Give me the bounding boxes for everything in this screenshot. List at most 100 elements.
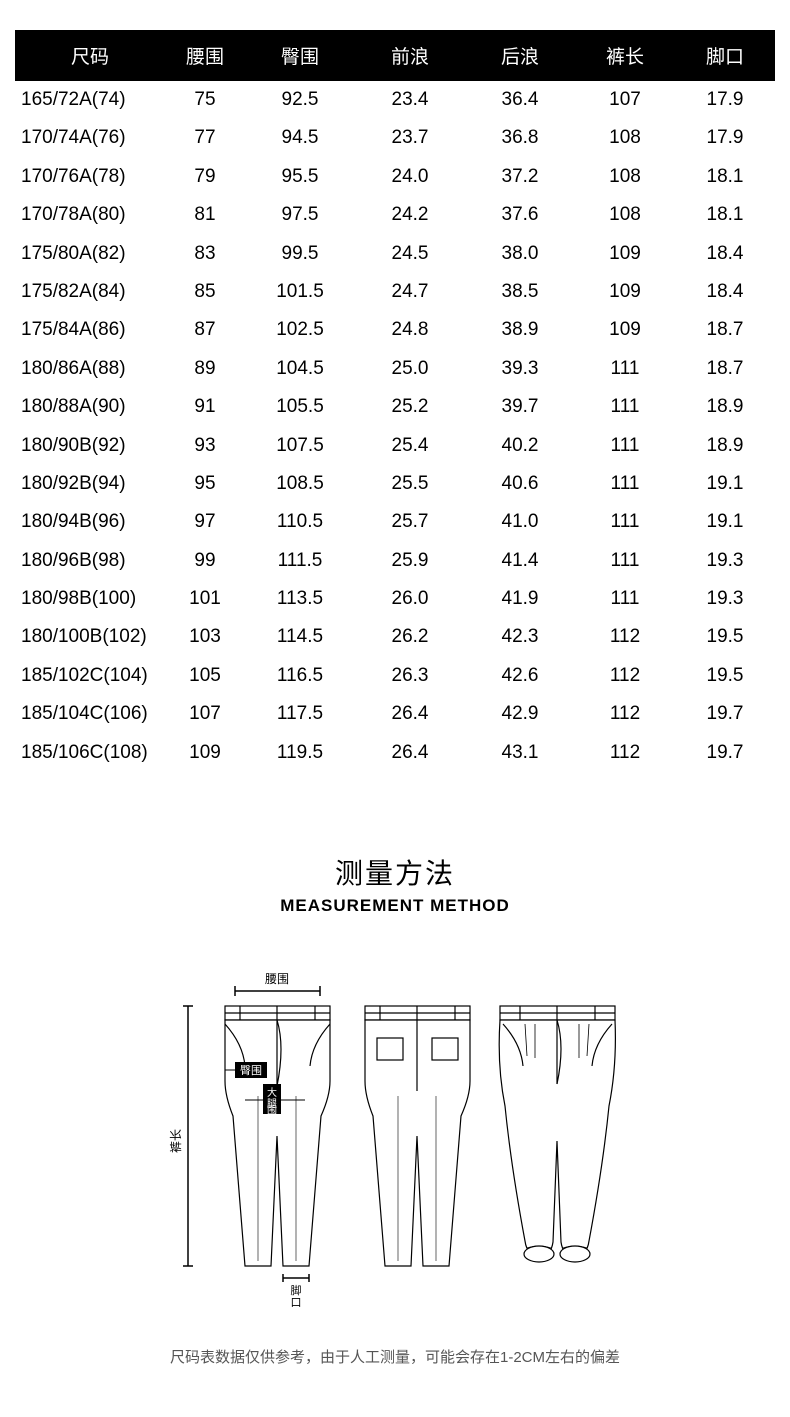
table-cell: 112 bbox=[575, 657, 675, 695]
table-cell: 175/84A(86) bbox=[15, 311, 165, 349]
table-cell: 111 bbox=[575, 427, 675, 465]
table-cell: 25.2 bbox=[355, 388, 465, 426]
table-cell: 113.5 bbox=[245, 580, 355, 618]
table-cell: 185/102C(104) bbox=[15, 657, 165, 695]
table-cell: 180/92B(94) bbox=[15, 465, 165, 503]
table-cell: 109 bbox=[575, 273, 675, 311]
table-row: 165/72A(74)7592.523.436.410717.9 bbox=[15, 81, 775, 119]
table-cell: 39.7 bbox=[465, 388, 575, 426]
table-cell: 38.0 bbox=[465, 235, 575, 273]
measurement-title-en: MEASUREMENT METHOD bbox=[0, 896, 790, 916]
table-cell: 41.4 bbox=[465, 542, 575, 580]
table-row: 185/104C(106)107117.526.442.911219.7 bbox=[15, 695, 775, 733]
table-row: 170/76A(78)7995.524.037.210818.1 bbox=[15, 158, 775, 196]
measurement-title-cn: 测量方法 bbox=[0, 852, 790, 892]
table-cell: 26.0 bbox=[355, 580, 465, 618]
svg-text:口: 口 bbox=[291, 1297, 302, 1309]
svg-text:大: 大 bbox=[267, 1086, 277, 1099]
table-cell: 108 bbox=[575, 119, 675, 157]
table-cell: 103 bbox=[165, 618, 245, 656]
table-row: 175/80A(82)8399.524.538.010918.4 bbox=[15, 235, 775, 273]
table-row: 170/78A(80)8197.524.237.610818.1 bbox=[15, 196, 775, 234]
table-cell: 19.7 bbox=[675, 695, 775, 733]
table-cell: 180/96B(98) bbox=[15, 542, 165, 580]
table-cell: 38.9 bbox=[465, 311, 575, 349]
table-cell: 97.5 bbox=[245, 196, 355, 234]
table-cell: 110.5 bbox=[245, 503, 355, 541]
table-cell: 101.5 bbox=[245, 273, 355, 311]
footnote-text: 尺码表数据仅供参考，由于人工测量，可能会存在1-2CM左右的偏差 bbox=[0, 1346, 790, 1367]
table-cell: 94.5 bbox=[245, 119, 355, 157]
table-cell: 91 bbox=[165, 388, 245, 426]
table-cell: 111.5 bbox=[245, 542, 355, 580]
table-cell: 18.1 bbox=[675, 158, 775, 196]
th-leg: 脚口 bbox=[675, 30, 775, 81]
table-cell: 18.4 bbox=[675, 273, 775, 311]
table-cell: 26.4 bbox=[355, 695, 465, 733]
table-cell: 40.2 bbox=[465, 427, 575, 465]
table-cell: 108.5 bbox=[245, 465, 355, 503]
table-cell: 24.7 bbox=[355, 273, 465, 311]
table-cell: 117.5 bbox=[245, 695, 355, 733]
measurement-method-section: 测量方法 MEASUREMENT METHOD bbox=[0, 852, 790, 916]
table-cell: 42.3 bbox=[465, 618, 575, 656]
table-cell: 23.4 bbox=[355, 81, 465, 119]
table-cell: 108 bbox=[575, 158, 675, 196]
table-row: 180/100B(102)103114.526.242.311219.5 bbox=[15, 618, 775, 656]
table-cell: 111 bbox=[575, 542, 675, 580]
table-row: 185/106C(108)109119.526.443.111219.7 bbox=[15, 734, 775, 772]
table-cell: 180/100B(102) bbox=[15, 618, 165, 656]
table-cell: 26.4 bbox=[355, 734, 465, 772]
table-cell: 77 bbox=[165, 119, 245, 157]
table-cell: 36.4 bbox=[465, 81, 575, 119]
th-back: 后浪 bbox=[465, 30, 575, 81]
table-cell: 18.7 bbox=[675, 350, 775, 388]
table-cell: 19.5 bbox=[675, 657, 775, 695]
table-cell: 37.2 bbox=[465, 158, 575, 196]
table-cell: 24.5 bbox=[355, 235, 465, 273]
th-size: 尺码 bbox=[15, 30, 165, 81]
table-cell: 180/86A(88) bbox=[15, 350, 165, 388]
table-cell: 111 bbox=[575, 465, 675, 503]
table-row: 170/74A(76)7794.523.736.810817.9 bbox=[15, 119, 775, 157]
table-cell: 25.9 bbox=[355, 542, 465, 580]
th-hip: 臀围 bbox=[245, 30, 355, 81]
label-hip: 臀围 bbox=[240, 1064, 262, 1077]
table-cell: 23.7 bbox=[355, 119, 465, 157]
table-cell: 99 bbox=[165, 542, 245, 580]
table-cell: 95 bbox=[165, 465, 245, 503]
table-cell: 99.5 bbox=[245, 235, 355, 273]
table-cell: 24.0 bbox=[355, 158, 465, 196]
table-cell: 116.5 bbox=[245, 657, 355, 695]
label-length: 裤长 bbox=[169, 1129, 183, 1153]
table-cell: 180/90B(92) bbox=[15, 427, 165, 465]
table-row: 180/88A(90)91105.525.239.711118.9 bbox=[15, 388, 775, 426]
table-cell: 109 bbox=[575, 311, 675, 349]
table-cell: 180/94B(96) bbox=[15, 503, 165, 541]
table-cell: 185/106C(108) bbox=[15, 734, 165, 772]
table-cell: 112 bbox=[575, 734, 675, 772]
table-cell: 18.9 bbox=[675, 388, 775, 426]
table-cell: 79 bbox=[165, 158, 245, 196]
table-cell: 170/76A(78) bbox=[15, 158, 165, 196]
table-cell: 18.9 bbox=[675, 427, 775, 465]
table-cell: 25.0 bbox=[355, 350, 465, 388]
table-cell: 111 bbox=[575, 503, 675, 541]
table-cell: 175/82A(84) bbox=[15, 273, 165, 311]
table-cell: 19.3 bbox=[675, 580, 775, 618]
table-cell: 38.5 bbox=[465, 273, 575, 311]
table-cell: 107.5 bbox=[245, 427, 355, 465]
table-cell: 170/74A(76) bbox=[15, 119, 165, 157]
table-cell: 19.1 bbox=[675, 503, 775, 541]
table-cell: 93 bbox=[165, 427, 245, 465]
table-cell: 180/98B(100) bbox=[15, 580, 165, 618]
table-cell: 95.5 bbox=[245, 158, 355, 196]
table-cell: 37.6 bbox=[465, 196, 575, 234]
table-cell: 111 bbox=[575, 350, 675, 388]
table-cell: 26.2 bbox=[355, 618, 465, 656]
table-cell: 109 bbox=[165, 734, 245, 772]
table-cell: 87 bbox=[165, 311, 245, 349]
table-cell: 25.7 bbox=[355, 503, 465, 541]
table-cell: 18.4 bbox=[675, 235, 775, 273]
table-cell: 111 bbox=[575, 580, 675, 618]
